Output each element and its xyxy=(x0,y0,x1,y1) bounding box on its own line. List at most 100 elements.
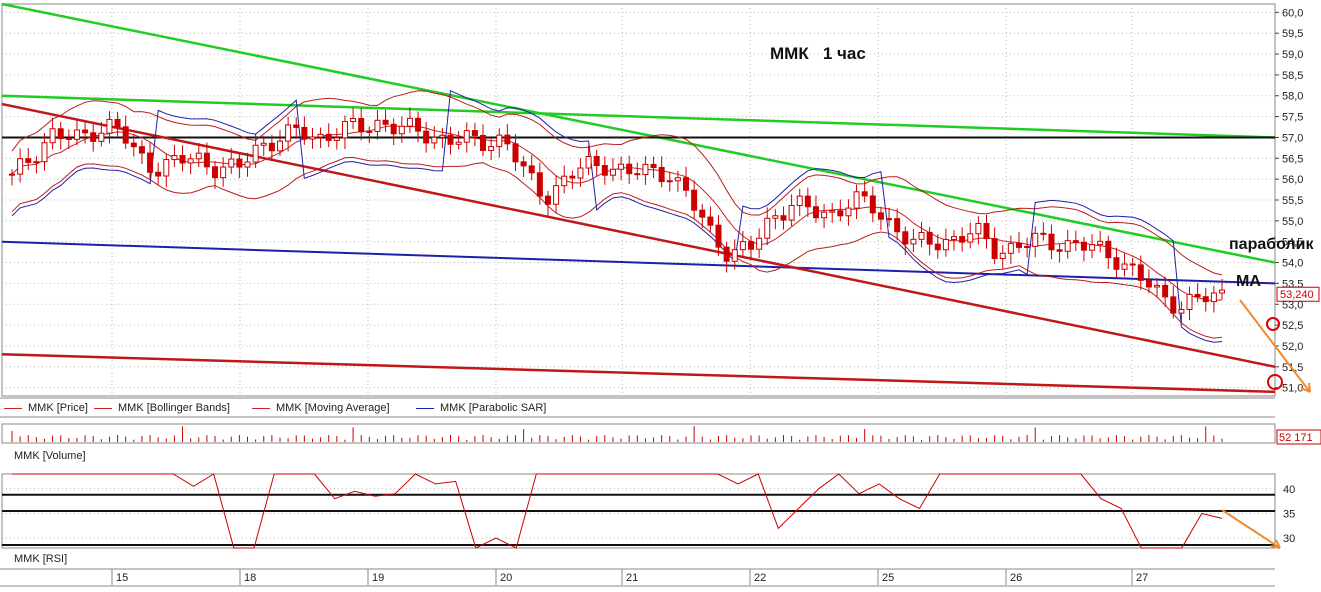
candle-body xyxy=(829,210,836,213)
candle-body xyxy=(260,142,267,146)
candle-body xyxy=(1007,242,1014,254)
candle-body xyxy=(674,177,681,182)
price-tick-label: 58,0 xyxy=(1282,91,1303,103)
legend-label: MMK [Price] xyxy=(28,402,88,414)
forecast-arrow xyxy=(1239,299,1311,393)
candle-body xyxy=(1089,244,1096,251)
date-tick-label: 20 xyxy=(500,572,512,584)
candle-body xyxy=(317,133,324,138)
price-tick-label: 53,0 xyxy=(1282,299,1303,311)
parabolic-sar-line xyxy=(11,89,1223,343)
candle-body xyxy=(1137,264,1144,281)
candle-body xyxy=(358,117,365,133)
candle-body xyxy=(25,158,32,163)
legend-item-price: MMK [Price] xyxy=(4,402,88,414)
rsi-forecast-arrowhead xyxy=(1270,539,1281,549)
candle-body xyxy=(780,215,787,221)
legend-item-moving-average: MMK [Moving Average] xyxy=(252,402,390,414)
candle-body xyxy=(471,130,478,137)
candle-body xyxy=(212,166,219,179)
candle-body xyxy=(1202,296,1209,303)
rsi-tick-label: 40 xyxy=(1283,484,1295,496)
candle-body xyxy=(195,152,202,160)
candle-body xyxy=(845,207,852,217)
candle-body xyxy=(561,175,568,187)
candle-body xyxy=(634,173,641,176)
candle-body xyxy=(577,167,584,179)
price-tick-label: 59,0 xyxy=(1282,49,1303,61)
candle-body xyxy=(837,210,844,217)
candle-body xyxy=(1048,233,1055,251)
candle-body xyxy=(1186,293,1193,310)
candle-body xyxy=(390,123,397,135)
candle-body xyxy=(707,216,714,226)
target-circle xyxy=(1266,317,1280,331)
candle-body xyxy=(756,237,763,250)
candle-body xyxy=(431,136,438,144)
candle-body xyxy=(65,137,72,140)
candle-body xyxy=(788,204,795,221)
bollinger-upper-line xyxy=(11,90,1223,276)
candle-body xyxy=(41,142,48,163)
legend-swatch xyxy=(4,407,22,409)
target-circle xyxy=(1267,374,1283,390)
candle-body xyxy=(910,238,917,245)
candle-body xyxy=(488,146,495,151)
candle-body xyxy=(276,140,283,152)
candle-body xyxy=(415,117,422,132)
candle-body xyxy=(601,165,608,176)
candle-body xyxy=(1170,296,1177,314)
candle-body xyxy=(82,129,89,134)
candle-body xyxy=(130,142,137,148)
candle-body xyxy=(309,136,316,140)
candle-body xyxy=(138,146,145,154)
candle-body xyxy=(536,172,543,197)
candle-body xyxy=(504,134,511,145)
volume-value-label: 52 171 xyxy=(1279,432,1313,444)
chart-title: ММК 1 час xyxy=(770,44,866,63)
candle-body xyxy=(821,211,828,219)
candle-body xyxy=(585,155,592,169)
candle-body xyxy=(285,124,292,142)
date-tick-label: 19 xyxy=(372,572,384,584)
candle-body xyxy=(877,212,884,220)
price-tick-label: 54,5 xyxy=(1282,237,1303,249)
candle-body xyxy=(33,161,40,164)
candle-body xyxy=(106,118,113,134)
trendline-green xyxy=(1,94,1276,139)
candle-body xyxy=(17,158,24,175)
candle-body xyxy=(447,134,454,145)
candle-body xyxy=(528,165,535,174)
candle-body xyxy=(350,117,357,122)
price-tick-label: 55,5 xyxy=(1282,195,1303,207)
bollinger-lower-line xyxy=(11,156,1223,339)
last-price-tag xyxy=(1276,286,1320,302)
candle-body xyxy=(918,232,925,240)
candle-body xyxy=(179,155,186,164)
price-tick-label: 56,0 xyxy=(1282,174,1303,186)
candle-body xyxy=(57,128,64,139)
candle-body xyxy=(926,232,933,245)
candle-body xyxy=(1080,241,1087,251)
candle-body xyxy=(220,166,227,179)
candle-body xyxy=(1056,249,1063,252)
candle-body xyxy=(861,191,868,197)
candle-body xyxy=(1113,257,1120,270)
candle-body xyxy=(98,132,105,142)
candle-body xyxy=(1097,240,1104,246)
candle-body xyxy=(341,120,348,139)
last-price-label: 53,240 xyxy=(1280,289,1314,301)
candle-body xyxy=(268,142,275,152)
candle-body xyxy=(796,195,803,206)
candle-body xyxy=(122,126,129,144)
candle-body xyxy=(886,218,893,221)
candle-body xyxy=(553,185,560,205)
candle-body xyxy=(951,236,958,240)
candle-body xyxy=(455,141,462,145)
price-tick-label: 58,5 xyxy=(1282,70,1303,82)
date-tick-label: 18 xyxy=(244,572,256,584)
legend-item-bollinger: MMK [Bollinger Bands] xyxy=(94,402,230,414)
candle-body xyxy=(894,218,901,233)
